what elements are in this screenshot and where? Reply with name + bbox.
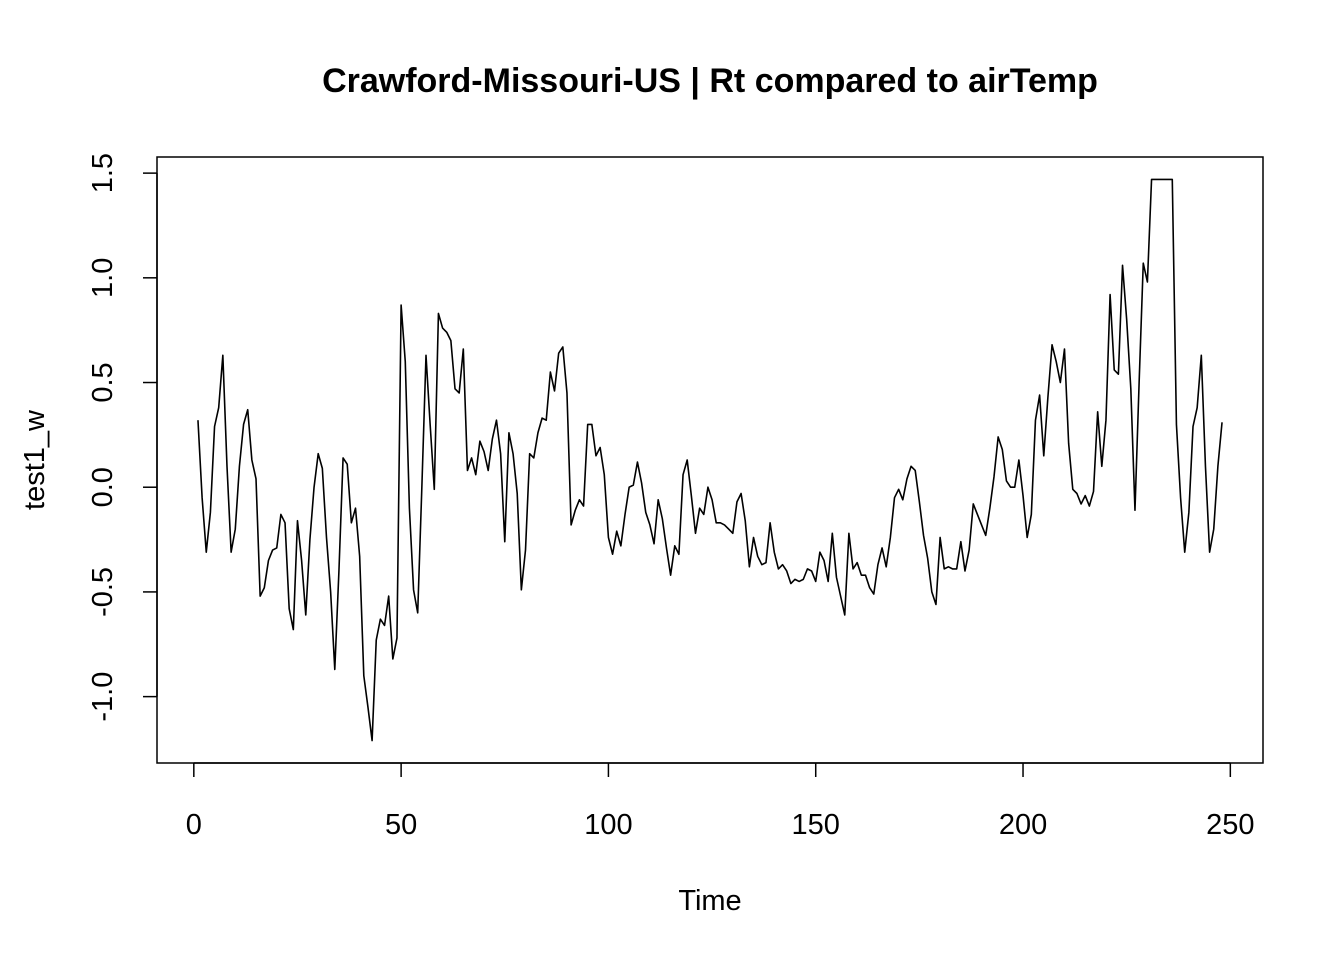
x-tick-label: 50 [385,809,417,841]
y-tick-label: 1.0 [87,258,119,298]
x-tick-label: 150 [792,809,840,841]
x-axis-label: Time [678,885,741,917]
chart-title: Crawford-Missouri-US | Rt compared to ai… [322,62,1098,100]
y-tick-label: 0.5 [87,362,119,402]
x-tick-label: 250 [1206,809,1254,841]
y-tick-label: -1.0 [87,672,119,722]
data-line [197,178,1223,742]
x-tick-label: 200 [999,809,1047,841]
y-axis-label: test1_w [19,409,51,510]
y-tick-label: -0.5 [87,567,119,617]
y-tick-label: 1.5 [87,153,119,193]
x-tick-label: 0 [186,809,202,841]
x-tick-label: 100 [584,809,632,841]
y-tick-label: 0.0 [87,467,119,507]
plot-frame [156,156,1264,764]
